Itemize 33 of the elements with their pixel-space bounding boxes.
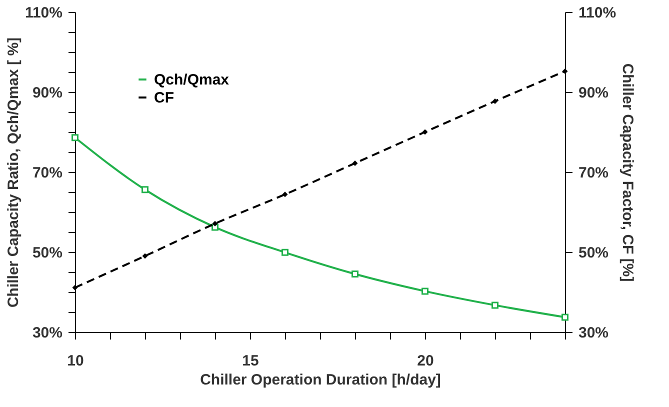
legend-label: CF [154,90,174,106]
y-tick-label: 30% [32,324,62,342]
point [352,270,358,278]
point [492,302,498,309]
point [352,160,358,166]
point [72,284,78,290]
point [562,68,568,74]
point [282,248,288,256]
x-tick-label: 20 [417,352,434,370]
point [562,314,568,321]
point [212,220,218,226]
y-axis-title: Chiller Capacity Ratio, Qch/Qmax [ %] [4,37,22,308]
y2-axis-title: Chiller Capacity Factor, CF [%] [619,63,636,282]
y2-tick-label: 30% [578,324,609,342]
point [282,192,288,198]
point [422,129,428,135]
point [72,134,78,142]
y2-tick-label: 90% [578,84,609,102]
point [492,98,498,104]
y-tick-label: 110% [24,4,62,22]
point [422,288,428,295]
y-tick-label: 90% [32,84,62,102]
y-tick-label: 70% [32,164,62,182]
point [142,186,148,194]
y2-tick-label: 50% [578,244,609,262]
y2-tick-label: 110% [578,4,616,22]
x-axis-title: Chiller Operation Duration [h/day] [200,372,441,388]
x-tick-label: 15 [242,352,259,370]
point [142,253,148,259]
y-tick-label: 50% [32,244,62,262]
legend-label: Qch/Qmax [154,72,230,88]
x-tick-label: 10 [67,352,84,370]
y2-tick-label: 70% [578,164,609,182]
